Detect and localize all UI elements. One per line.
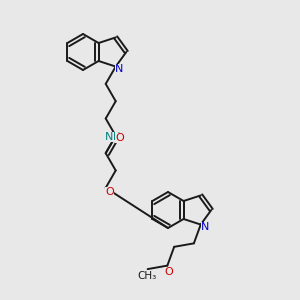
Text: N: N: [104, 132, 113, 142]
Text: N: N: [115, 64, 123, 74]
Text: CH₃: CH₃: [137, 271, 156, 281]
Text: O: O: [105, 187, 114, 197]
Text: O: O: [115, 133, 124, 142]
Text: H: H: [113, 132, 120, 142]
Text: N: N: [200, 222, 209, 232]
Text: O: O: [164, 267, 173, 277]
